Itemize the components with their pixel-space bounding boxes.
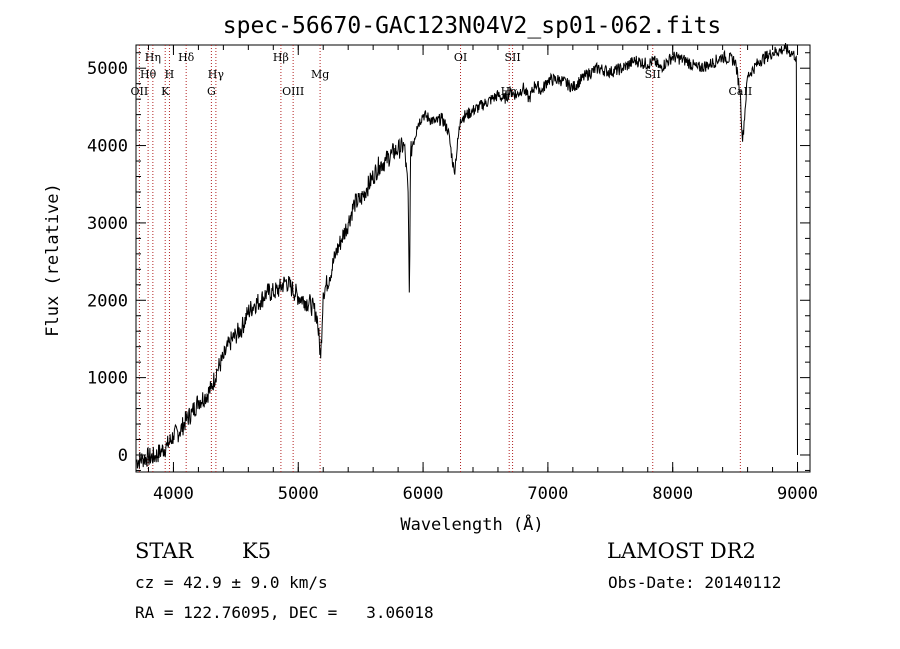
- x-axis-ticks: 4000 5000 6000 7000 8000 9000: [147, 45, 818, 504]
- line-marker-label: H: [165, 68, 175, 81]
- y-tick-label: 4000: [87, 137, 128, 157]
- coordinates: RA = 122.76095, DEC = 3.06018: [135, 603, 434, 622]
- x-tick-label: 4000: [153, 484, 194, 504]
- object-class: STAR: [135, 539, 194, 563]
- spectrum-series-line: [136, 43, 798, 469]
- line-marker-label: SII: [645, 68, 661, 81]
- survey-name: LAMOST DR2: [607, 539, 756, 563]
- object-subclass: K5: [242, 539, 272, 563]
- y-axis-label: Flux (relative): [43, 183, 63, 337]
- line-marker-label: OI: [454, 51, 467, 64]
- line-marker-label: K: [161, 85, 170, 98]
- y-tick-label: 5000: [87, 59, 128, 79]
- line-marker-label: SII: [504, 51, 520, 64]
- y-tick-label: 0: [118, 446, 128, 466]
- line-marker-label: Hβ: [273, 51, 289, 64]
- line-marker-label: Hθ: [140, 68, 157, 81]
- line-marker-label: OIII: [282, 85, 304, 98]
- y-tick-label: 1000: [87, 369, 128, 389]
- x-tick-label: 9000: [777, 484, 818, 504]
- line-marker-label: Mg: [311, 68, 329, 81]
- x-tick-label: 8000: [652, 484, 693, 504]
- line-marker-label: Hγ: [208, 68, 225, 81]
- redshift-velocity: cz = 42.9 ± 9.0 km/s: [135, 573, 328, 592]
- x-axis-label: Wavelength (Å): [400, 513, 543, 535]
- line-marker-label: OII: [131, 85, 149, 98]
- y-tick-label: 2000: [87, 291, 128, 311]
- y-tick-label: 3000: [87, 214, 128, 234]
- x-tick-label: 7000: [527, 484, 568, 504]
- y-axis-ticks: 0 1000 2000 3000 4000 5000: [87, 52, 810, 471]
- line-marker-label: G: [207, 85, 216, 98]
- x-tick-label: 5000: [278, 484, 319, 504]
- chart-title: spec-56670-GAC123N04V2_sp01-062.fits: [223, 13, 722, 39]
- line-marker-label: Hη: [145, 51, 161, 64]
- observation-date: Obs-Date: 20140112: [608, 573, 782, 592]
- x-tick-label: 6000: [403, 484, 444, 504]
- line-marker-label: Hδ: [178, 51, 195, 64]
